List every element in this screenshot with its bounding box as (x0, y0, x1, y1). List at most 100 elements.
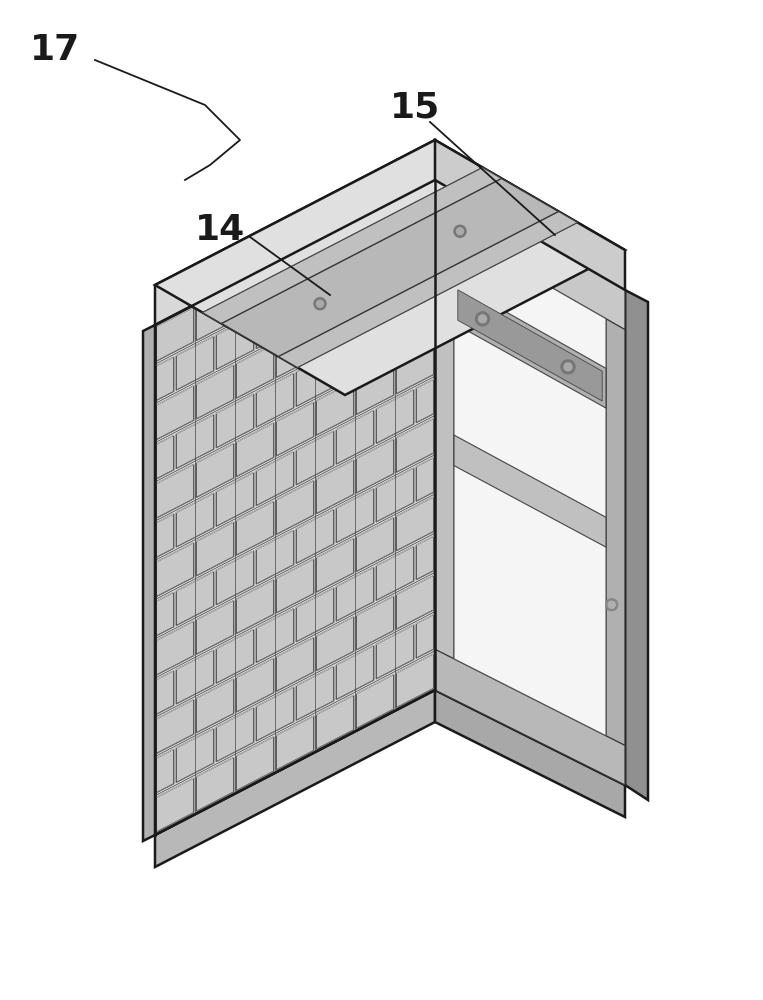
Circle shape (564, 363, 572, 371)
Polygon shape (256, 609, 294, 663)
Polygon shape (176, 650, 214, 704)
Polygon shape (396, 183, 434, 237)
Polygon shape (376, 468, 414, 522)
Polygon shape (237, 501, 274, 555)
Circle shape (317, 300, 324, 307)
Polygon shape (296, 274, 333, 328)
Polygon shape (356, 674, 394, 728)
Text: 17: 17 (30, 33, 80, 67)
Polygon shape (216, 315, 254, 369)
Polygon shape (454, 283, 606, 408)
Polygon shape (237, 266, 274, 320)
Polygon shape (155, 140, 625, 395)
Polygon shape (376, 233, 414, 287)
Polygon shape (156, 621, 194, 675)
Polygon shape (376, 625, 414, 679)
Polygon shape (196, 600, 233, 654)
Polygon shape (216, 629, 254, 683)
Polygon shape (156, 357, 174, 400)
Polygon shape (176, 415, 214, 469)
Polygon shape (156, 464, 194, 518)
Circle shape (561, 360, 575, 374)
Polygon shape (376, 389, 414, 443)
Polygon shape (316, 460, 354, 514)
Polygon shape (606, 279, 625, 785)
Polygon shape (435, 649, 625, 785)
Polygon shape (276, 324, 314, 378)
Polygon shape (276, 402, 314, 456)
Polygon shape (396, 261, 434, 315)
Circle shape (606, 599, 618, 611)
Polygon shape (216, 394, 254, 448)
Polygon shape (435, 180, 454, 700)
Polygon shape (276, 481, 314, 534)
Polygon shape (216, 472, 254, 526)
Polygon shape (276, 637, 314, 691)
Polygon shape (196, 522, 233, 576)
Polygon shape (416, 301, 434, 344)
Polygon shape (216, 708, 254, 762)
Polygon shape (196, 757, 233, 811)
Polygon shape (156, 435, 174, 479)
Polygon shape (296, 431, 333, 485)
Polygon shape (155, 140, 435, 325)
Polygon shape (316, 695, 354, 749)
Polygon shape (237, 658, 274, 712)
Polygon shape (356, 282, 394, 336)
Polygon shape (416, 379, 434, 423)
Polygon shape (435, 690, 625, 817)
Polygon shape (356, 596, 394, 650)
Polygon shape (156, 307, 194, 361)
Text: 15: 15 (390, 91, 440, 125)
Polygon shape (143, 325, 155, 841)
Polygon shape (176, 572, 214, 626)
Polygon shape (454, 435, 606, 547)
Polygon shape (316, 224, 354, 278)
Circle shape (314, 298, 326, 310)
Polygon shape (396, 497, 434, 551)
Polygon shape (156, 749, 174, 793)
Polygon shape (296, 352, 333, 406)
Polygon shape (256, 687, 294, 741)
Polygon shape (202, 167, 578, 367)
Polygon shape (256, 373, 294, 427)
Polygon shape (416, 615, 434, 658)
Polygon shape (316, 303, 354, 357)
Polygon shape (256, 295, 294, 349)
Polygon shape (336, 410, 374, 464)
Polygon shape (176, 493, 214, 547)
Polygon shape (396, 418, 434, 472)
Polygon shape (156, 514, 174, 557)
Polygon shape (296, 509, 333, 563)
Circle shape (454, 225, 466, 237)
Polygon shape (435, 180, 625, 785)
Polygon shape (356, 439, 394, 493)
Polygon shape (296, 588, 333, 642)
Polygon shape (336, 489, 374, 543)
Polygon shape (396, 340, 434, 394)
Polygon shape (196, 287, 233, 341)
Polygon shape (216, 551, 254, 605)
Polygon shape (336, 567, 374, 621)
Circle shape (478, 315, 487, 323)
Polygon shape (221, 178, 559, 357)
Polygon shape (276, 716, 314, 770)
Polygon shape (156, 778, 194, 832)
Polygon shape (458, 290, 602, 401)
Polygon shape (435, 180, 625, 330)
Polygon shape (237, 580, 274, 634)
Polygon shape (416, 458, 434, 501)
Polygon shape (256, 452, 294, 506)
Polygon shape (376, 311, 414, 365)
Polygon shape (155, 180, 435, 835)
Polygon shape (276, 559, 314, 613)
Circle shape (608, 601, 615, 608)
Polygon shape (156, 386, 194, 440)
Polygon shape (316, 538, 354, 592)
Polygon shape (336, 332, 374, 386)
Polygon shape (276, 245, 314, 299)
Polygon shape (256, 530, 294, 584)
Circle shape (456, 228, 463, 235)
Polygon shape (336, 253, 374, 307)
Polygon shape (376, 546, 414, 600)
